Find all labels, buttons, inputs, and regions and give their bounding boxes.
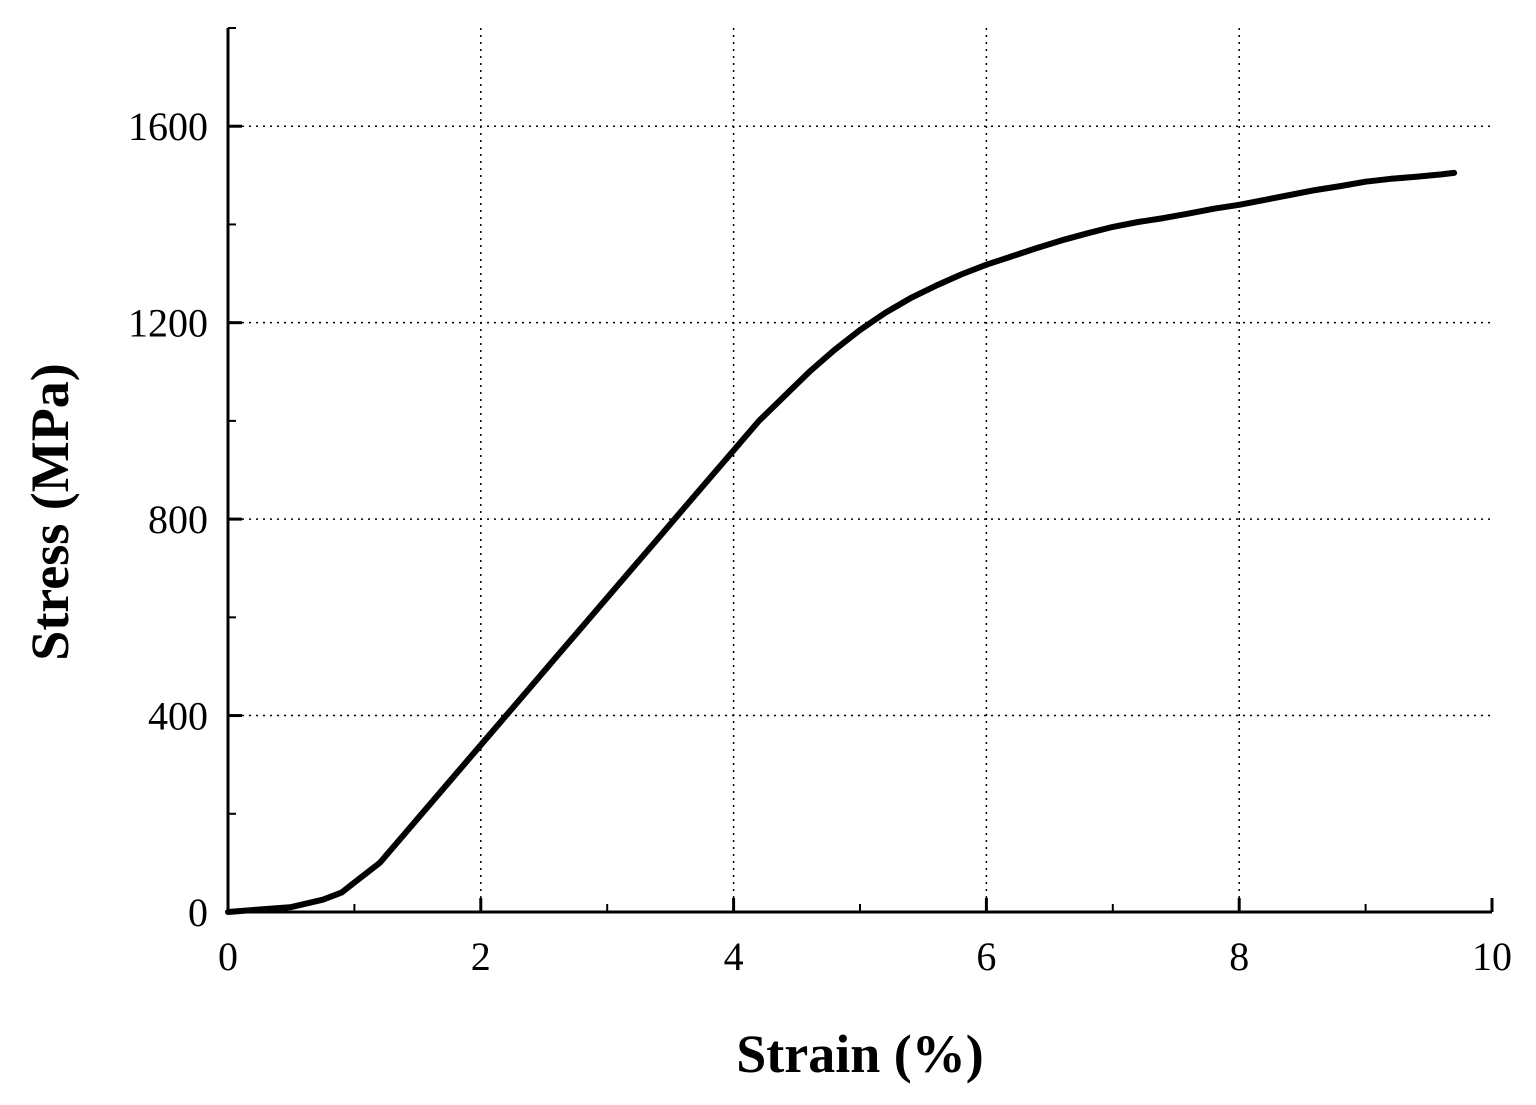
y-tick-label: 800 xyxy=(148,497,208,542)
x-tick-label: 8 xyxy=(1229,934,1249,979)
x-tick-label: 10 xyxy=(1472,934,1512,979)
grid xyxy=(228,28,1492,912)
y-tick-label: 1600 xyxy=(128,104,208,149)
series-line xyxy=(225,169,1458,915)
x-axis-title: Strain (%) xyxy=(736,1024,983,1084)
x-tick-label: 0 xyxy=(218,934,238,979)
x-tick-label: 2 xyxy=(471,934,491,979)
x-tick-label: 4 xyxy=(724,934,744,979)
y-tick-label: 1200 xyxy=(128,301,208,346)
tick-labels: 0 2 4 6 8 10 0 400 800 1200 1600 xyxy=(128,104,1512,979)
y-tick-label: 0 xyxy=(188,890,208,935)
y-axis-title: Stress (MPa) xyxy=(20,363,80,660)
axes xyxy=(226,27,1494,914)
x-tick-label: 6 xyxy=(976,934,996,979)
y-tick-label: 400 xyxy=(148,694,208,739)
series-layer xyxy=(225,169,1458,915)
